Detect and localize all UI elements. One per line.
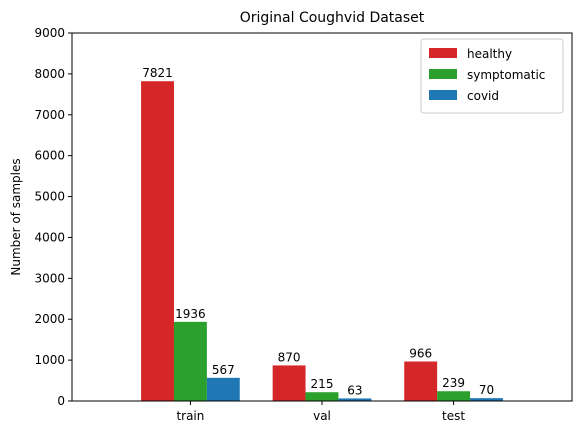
- bar-covid-train: [206, 377, 240, 401]
- bar-value-healthy-test: 966: [409, 347, 432, 361]
- bar-value-covid-train: 567: [212, 363, 235, 377]
- y-tick-label-9000: 9000: [34, 26, 65, 40]
- y-tick-label-3000: 3000: [34, 271, 65, 285]
- bar-healthy-train: [141, 81, 174, 401]
- legend-label-healthy: healthy: [467, 47, 512, 61]
- y-tick-label-8000: 8000: [34, 67, 65, 81]
- legend-label-covid: covid: [467, 89, 499, 103]
- legend: healthy symptomatic covid: [420, 38, 564, 114]
- y-axis-label: Number of samples: [9, 158, 23, 275]
- legend-swatch-covid: [429, 90, 457, 100]
- y-axis: 0 1000 2000 3000 4000 5000 6000 7000 8000 9000: [34, 26, 72, 408]
- y-tick-label-5000: 5000: [34, 190, 65, 204]
- bar-value-covid-test: 70: [479, 383, 494, 397]
- bar-value-symptomatic-val: 215: [311, 377, 334, 391]
- y-tick-label-0: 0: [57, 394, 65, 408]
- bar-symptomatic-val: [305, 392, 339, 401]
- y-tick-label-2000: 2000: [34, 312, 65, 326]
- x-tick-label-test: test: [442, 409, 465, 423]
- x-axis: train val test: [176, 401, 465, 423]
- legend-swatch-healthy: [429, 48, 457, 58]
- plot-frame: [71, 32, 573, 402]
- bar-value-healthy-val: 870: [278, 350, 301, 364]
- y-tick-label-1000: 1000: [34, 353, 65, 367]
- x-tick-label-val: val: [313, 409, 331, 423]
- y-tick-label-4000: 4000: [34, 230, 65, 244]
- bar-value-symptomatic-test: 239: [442, 376, 465, 390]
- y-tick-label-7000: 7000: [34, 108, 65, 122]
- bar-symptomatic-test: [437, 391, 471, 401]
- bar-healthy-val: [272, 365, 306, 401]
- bar-value-covid-val: 63: [347, 383, 362, 397]
- legend-swatch-symptomatic: [429, 69, 457, 79]
- y-tick-label-6000: 6000: [34, 149, 65, 163]
- chart-title: Original Coughvid Dataset: [240, 10, 425, 26]
- bar-value-symptomatic-train: 1936: [175, 307, 206, 321]
- bar-value-healthy-train: 7821: [142, 66, 173, 80]
- bar-value-labels: 7821 1936 567 870 215 63 966 239 70: [142, 66, 494, 397]
- bar-covid-test: [470, 398, 503, 401]
- bar-covid-val: [338, 398, 372, 401]
- bars-group: [141, 81, 503, 401]
- legend-label-symptomatic: symptomatic: [467, 68, 545, 82]
- bar-healthy-test: [404, 361, 438, 401]
- bar-symptomatic-train: [173, 321, 207, 401]
- x-tick-label-train: train: [176, 409, 204, 423]
